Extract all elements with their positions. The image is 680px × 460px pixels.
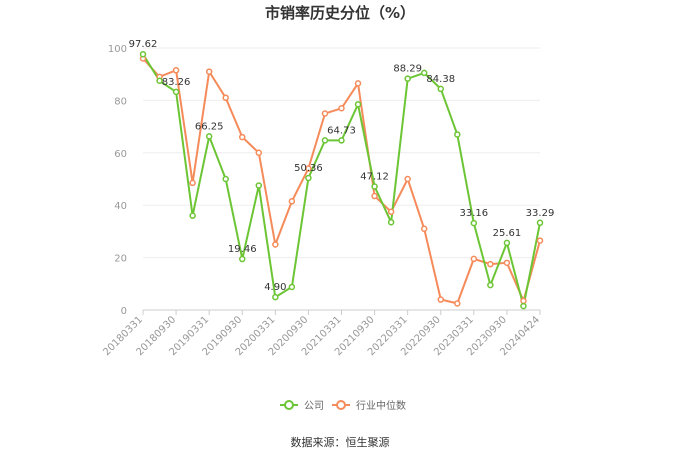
source-note: 数据来源：恒生聚源: [291, 435, 390, 449]
y-tick-label: 0: [121, 306, 127, 317]
data-point-industry-median[interactable]: [487, 260, 494, 268]
data-point-company[interactable]: [503, 239, 511, 247]
data-point-company[interactable]: [487, 281, 494, 289]
data-label: 33.29: [526, 208, 555, 219]
data-point-company[interactable]: [222, 175, 229, 183]
series-lines: [142, 53, 541, 307]
data-label: 88.29: [393, 64, 422, 75]
data-point-industry-median[interactable]: [205, 68, 213, 75]
y-axis-ticks: 0 20 40 60 80 100: [108, 44, 127, 317]
data-point-industry-median[interactable]: [305, 165, 312, 172]
data-point-industry-median[interactable]: [503, 259, 511, 267]
data-point-industry-median[interactable]: [354, 80, 362, 87]
data-point-industry-median[interactable]: [404, 175, 411, 183]
data-label: 25.61: [493, 228, 522, 239]
data-point-industry-median[interactable]: [338, 105, 345, 112]
data-point-company[interactable]: [272, 293, 279, 301]
data-point-industry-median[interactable]: [520, 297, 527, 305]
data-points: [139, 50, 544, 310]
data-label: 50.36: [294, 163, 323, 174]
data-point-company[interactable]: [354, 101, 362, 108]
data-point-company[interactable]: [338, 137, 345, 144]
data-point-company[interactable]: [420, 69, 428, 77]
data-point-company[interactable]: [139, 50, 147, 58]
data-point-company[interactable]: [437, 85, 444, 93]
legend-label[interactable]: 行业中位数: [356, 399, 406, 412]
data-point-company[interactable]: [520, 302, 527, 310]
data-point-company[interactable]: [536, 219, 544, 227]
data-label: 97.62: [129, 39, 158, 50]
chart-title: 市销率历史分位（%）: [265, 4, 415, 22]
y-tick-label: 60: [114, 149, 127, 160]
y-tick-label: 40: [114, 201, 127, 212]
data-point-industry-median[interactable]: [321, 110, 329, 117]
data-label: 47.12: [360, 172, 389, 183]
data-point-company[interactable]: [321, 137, 329, 144]
data-point-industry-median[interactable]: [437, 296, 444, 303]
legend[interactable]: 公司 行业中位数: [280, 399, 406, 412]
data-point-company[interactable]: [305, 174, 312, 182]
y-tick-label: 80: [114, 96, 127, 107]
data-point-company[interactable]: [404, 75, 411, 82]
data-label: 83.26: [162, 77, 191, 88]
data-point-industry-median[interactable]: [420, 225, 428, 233]
series-line-company: [142, 53, 541, 307]
data-point-industry-median[interactable]: [470, 255, 478, 263]
data-label: 84.38: [426, 74, 455, 85]
data-label: 66.25: [195, 121, 224, 132]
data-point-company[interactable]: [470, 219, 478, 227]
data-label: 64.73: [327, 125, 356, 136]
data-point-industry-median[interactable]: [255, 149, 263, 157]
data-point-industry-median[interactable]: [536, 237, 544, 244]
data-point-company[interactable]: [288, 283, 296, 291]
data-label: 33.16: [460, 208, 489, 219]
data-point-industry-median[interactable]: [222, 94, 229, 102]
legend-circle-marker: [336, 400, 346, 410]
series-line-industry-median: [142, 57, 541, 305]
data-point-industry-median[interactable]: [288, 198, 296, 205]
data-point-industry-median[interactable]: [189, 179, 196, 187]
data-point-company[interactable]: [205, 133, 213, 140]
y-tick-label: 20: [114, 254, 127, 265]
data-labels: 97.62 83.26 66.25 19.46 4.90 50.36 64.73 47.12 8…: [129, 39, 555, 293]
data-point-company[interactable]: [387, 218, 395, 226]
gridlines: [143, 47, 540, 311]
data-point-company[interactable]: [454, 131, 461, 138]
data-point-company[interactable]: [255, 182, 263, 189]
data-label: 19.46: [228, 244, 257, 255]
x-axis-ticks: 2018033120180930201903312019093020200331…: [101, 310, 542, 358]
data-point-industry-median[interactable]: [387, 208, 395, 215]
data-point-company[interactable]: [239, 255, 246, 263]
data-point-company[interactable]: [172, 88, 180, 96]
data-point-industry-median[interactable]: [272, 241, 279, 248]
data-label: 4.90: [264, 282, 286, 293]
data-point-company[interactable]: [189, 212, 196, 219]
data-point-industry-median[interactable]: [454, 300, 461, 307]
data-point-industry-median[interactable]: [371, 192, 378, 200]
data-point-company[interactable]: [156, 77, 163, 84]
data-point-industry-median[interactable]: [239, 133, 246, 141]
data-point-company[interactable]: [371, 183, 378, 190]
data-point-industry-median[interactable]: [172, 67, 180, 74]
legend-circle-marker: [284, 400, 294, 410]
y-tick-label: 100: [108, 44, 127, 55]
legend-label[interactable]: 公司: [304, 401, 324, 412]
